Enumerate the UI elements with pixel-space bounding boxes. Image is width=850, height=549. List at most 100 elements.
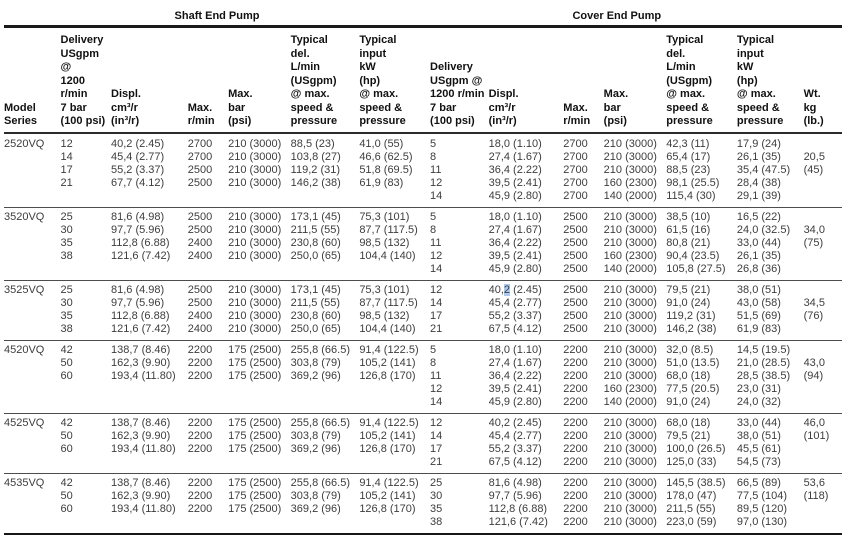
cover-delivery-cell: 8 bbox=[430, 356, 437, 369]
cover-max-rpm-cell: 2200 bbox=[563, 515, 604, 535]
shaft-max-bar-cell: 210 (3000) bbox=[228, 279, 291, 297]
table-row: 60 193,4 (11.80) 2200 175 (2500) 369,2 (96) 1… bbox=[4, 370, 842, 383]
weight-cell bbox=[803, 339, 842, 357]
cover-delivery-cell: 17 bbox=[430, 309, 443, 322]
table-row: 21 67,7 (4.12) 2500 210 (3000) 146,2 (38) 61,… bbox=[4, 177, 842, 190]
shaft-max-rpm-cell bbox=[188, 396, 228, 414]
cover-typical-delivery-cell: 119,2 (31) bbox=[666, 309, 716, 322]
table-row: 30 97,7 (5.96) 2500 210 (3000) 211,5 (55) 87,… bbox=[4, 224, 842, 237]
shaft-displacement-cell: 97,7 (5.96) bbox=[111, 223, 165, 236]
weight-cell bbox=[804, 396, 842, 414]
shaft-delivery-cell: 38 bbox=[60, 249, 73, 262]
cover-displacement-cell: 55,2 (3.37) bbox=[488, 442, 542, 455]
model-series-cell bbox=[4, 250, 61, 263]
cover-delivery-cell: 14 bbox=[430, 395, 443, 408]
cover-max-rpm-cell: 2700 bbox=[563, 176, 588, 189]
column-header-row: Model Series Delivery USgpm @ 1200 r/min… bbox=[4, 26, 842, 134]
cover-typical-input-cell: 33,0 (44) bbox=[736, 236, 781, 249]
shaft-typical-delivery-cell bbox=[291, 383, 360, 396]
cover-max-bar-cell: 210 (3000) bbox=[603, 502, 657, 515]
cover-typical-input-cell: 21,0 (28.5) bbox=[736, 356, 791, 369]
table-row: 60 193,4 (11.80) 2200 175 (2500) 369,2 (96) 1… bbox=[4, 503, 842, 516]
cover-displacement-cell: 36,4 (2.22) bbox=[488, 163, 542, 176]
cover-typical-input-cell: 17,9 (24) bbox=[736, 137, 781, 150]
cover-max-bar-cell: 140 (2000) bbox=[603, 395, 657, 408]
model-series-cell bbox=[4, 503, 61, 516]
shaft-displacement-cell: 121,6 (7.42) bbox=[111, 249, 171, 262]
col-header-model-series: Model Series bbox=[4, 26, 61, 134]
weight-cell bbox=[803, 515, 842, 535]
shaft-delivery-cell: 14 bbox=[60, 150, 73, 163]
weight-cell: 46,0 bbox=[803, 412, 842, 430]
cover-typical-delivery-cell: 32,0 (8.5) bbox=[666, 339, 737, 357]
cover-max-rpm-cell: 2500 bbox=[563, 236, 588, 249]
shaft-displacement-cell bbox=[111, 190, 188, 208]
cover-typical-input-cell: 23,0 (31) bbox=[736, 382, 781, 395]
cover-displacement-cell: 81,6 (4.98) bbox=[488, 472, 564, 490]
shaft-displacement-cell: 162,3 (9.90) bbox=[111, 429, 171, 442]
cover-typical-delivery-cell: 61,5 (16) bbox=[666, 223, 711, 236]
weight-cell: (101) bbox=[803, 429, 830, 442]
cover-max-rpm-cell: 2500 bbox=[563, 249, 588, 262]
cover-typical-input-cell: 89,5 (120) bbox=[736, 502, 788, 515]
cover-displacement-cell: 39,5 (2.41) bbox=[488, 382, 542, 395]
shaft-displacement-cell: 193,4 (11.80) bbox=[111, 502, 176, 515]
shaft-displacement-cell: 45,4 (2.77) bbox=[111, 150, 165, 163]
cover-delivery-cell: 14 bbox=[430, 262, 443, 275]
shaft-max-rpm-cell: 2200 bbox=[187, 412, 229, 430]
weight-cell bbox=[804, 133, 842, 151]
cover-displacement-cell: 36,4 (2.22) bbox=[488, 236, 542, 249]
shaft-typical-delivery-cell: 303,8 (79) bbox=[290, 429, 341, 442]
datasheet-page: Shaft End Pump Cover End Pump Model Seri… bbox=[4, 10, 842, 535]
shaft-typical-input-cell: 91,4 (122.5) bbox=[359, 339, 431, 357]
cover-max-rpm-cell: 2700 bbox=[563, 189, 588, 202]
cover-displacement-cell: 27,4 (1.67) bbox=[488, 150, 542, 163]
shaft-typical-input-cell: 126,8 (170) bbox=[359, 502, 416, 515]
cover-displacement-cell: 45,4 (2.77) bbox=[488, 296, 542, 309]
cover-displacement-cell: 39,5 (2.41) bbox=[488, 249, 542, 262]
col-header-shaft-max-rpm: Max. r/min bbox=[187, 26, 229, 134]
weight-cell: (75) bbox=[803, 236, 824, 249]
shaft-max-bar-cell: 210 (3000) bbox=[228, 223, 282, 236]
shaft-max-rpm-cell: 2200 bbox=[187, 472, 229, 490]
shaft-max-bar-cell: 175 (2500) bbox=[228, 489, 282, 502]
shaft-displacement-cell: 138,7 (8.46) bbox=[111, 472, 188, 490]
shaft-typical-delivery-cell: 211,5 (55) bbox=[290, 223, 340, 236]
shaft-displacement-cell: 81,6 (4.98) bbox=[111, 279, 188, 297]
shaft-max-bar-cell: 210 (3000) bbox=[228, 322, 282, 335]
cover-typical-delivery-cell: 80,8 (21) bbox=[666, 236, 711, 249]
shaft-typical-input-cell: 41,0 (55) bbox=[359, 137, 404, 150]
col-header-cover-max-bar: Max. bar (psi) bbox=[603, 26, 667, 134]
shaft-max-rpm-cell: 2700 bbox=[187, 137, 213, 150]
cover-max-bar-cell: 210 (3000) bbox=[603, 429, 657, 442]
shaft-typical-delivery-cell: 255,8 (66.5) bbox=[290, 472, 360, 490]
cover-max-rpm-cell: 2200 bbox=[563, 395, 588, 408]
shaft-typical-delivery-cell: 255,8 (66.5) bbox=[290, 339, 360, 357]
cover-max-bar-cell: 210 (3000) bbox=[603, 322, 657, 335]
shaft-typical-input-cell: 61,9 (83) bbox=[359, 176, 404, 189]
cover-max-bar-cell: 210 (3000) bbox=[603, 206, 667, 224]
cover-typical-delivery-cell: 145,5 (38.5) bbox=[666, 472, 737, 490]
cover-displacement-cell: 121,6 (7.42) bbox=[488, 515, 564, 535]
cover-max-bar-cell: 210 (3000) bbox=[603, 339, 667, 357]
cover-delivery-cell: 12 bbox=[430, 176, 443, 189]
shaft-delivery-cell: 25 bbox=[60, 279, 111, 297]
shaft-typical-input-cell: 51,8 (69.5) bbox=[359, 163, 413, 176]
col-header-cover-displacement: Displ. cm³/r (in³/r) bbox=[488, 26, 564, 134]
table-row: 30 97,7 (5.96) 2500 210 (3000) 211,5 (55) 87,… bbox=[4, 297, 842, 310]
cover-max-rpm-cell: 2700 bbox=[563, 163, 588, 176]
cover-max-rpm-cell: 2200 bbox=[563, 489, 588, 502]
col-header-cover-typical-delivery: Typical del. L/min (USgpm) @ max. speed … bbox=[666, 26, 737, 134]
shaft-typical-delivery-cell: 303,8 (79) bbox=[290, 489, 341, 502]
table-row: 4525VQ 42 138,7 (8.46) 2200 175 (2500) 255,8 … bbox=[4, 412, 842, 430]
cover-max-rpm-cell: 2500 bbox=[563, 206, 604, 224]
cover-typical-input-cell: 29,1 (39) bbox=[736, 189, 781, 202]
cover-max-rpm-cell: 2200 bbox=[563, 382, 588, 395]
cover-displacement-cell: 18,0 (1.10) bbox=[488, 339, 564, 357]
cover-typical-input-cell: 77,5 (104) bbox=[736, 489, 788, 502]
cover-max-bar-cell: 210 (3000) bbox=[603, 472, 667, 490]
cover-displacement-cell: 45,9 (2.80) bbox=[488, 189, 542, 202]
shaft-max-bar-cell: 175 (2500) bbox=[228, 369, 282, 382]
cover-end-pump-title: Cover End Pump bbox=[430, 10, 804, 28]
cover-delivery-cell: 11 bbox=[430, 369, 442, 382]
